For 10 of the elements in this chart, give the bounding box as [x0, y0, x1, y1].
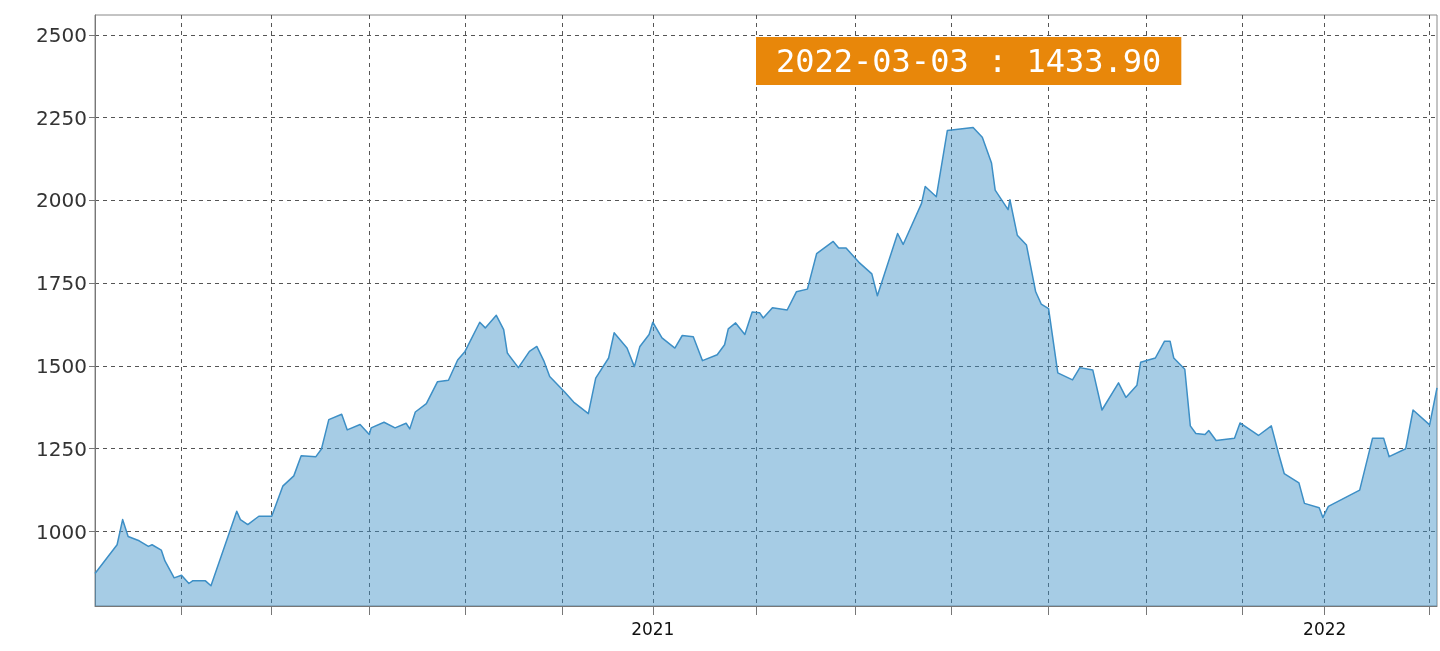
y-tick-label: 2250 — [36, 105, 87, 130]
y-tick-label: 1000 — [36, 519, 87, 544]
y-tick-label: 1750 — [36, 271, 87, 296]
x-tick-label: 2021 — [631, 618, 675, 639]
y-tick-label: 2000 — [36, 188, 87, 213]
annotation: 2022-03-03 : 1433.90 — [776, 42, 1162, 80]
y-tick-label: 1250 — [36, 436, 87, 461]
x-tick-label: 2022 — [1303, 618, 1347, 639]
y-tick-label: 1500 — [36, 353, 87, 378]
y-tick-label: 2500 — [36, 22, 87, 47]
